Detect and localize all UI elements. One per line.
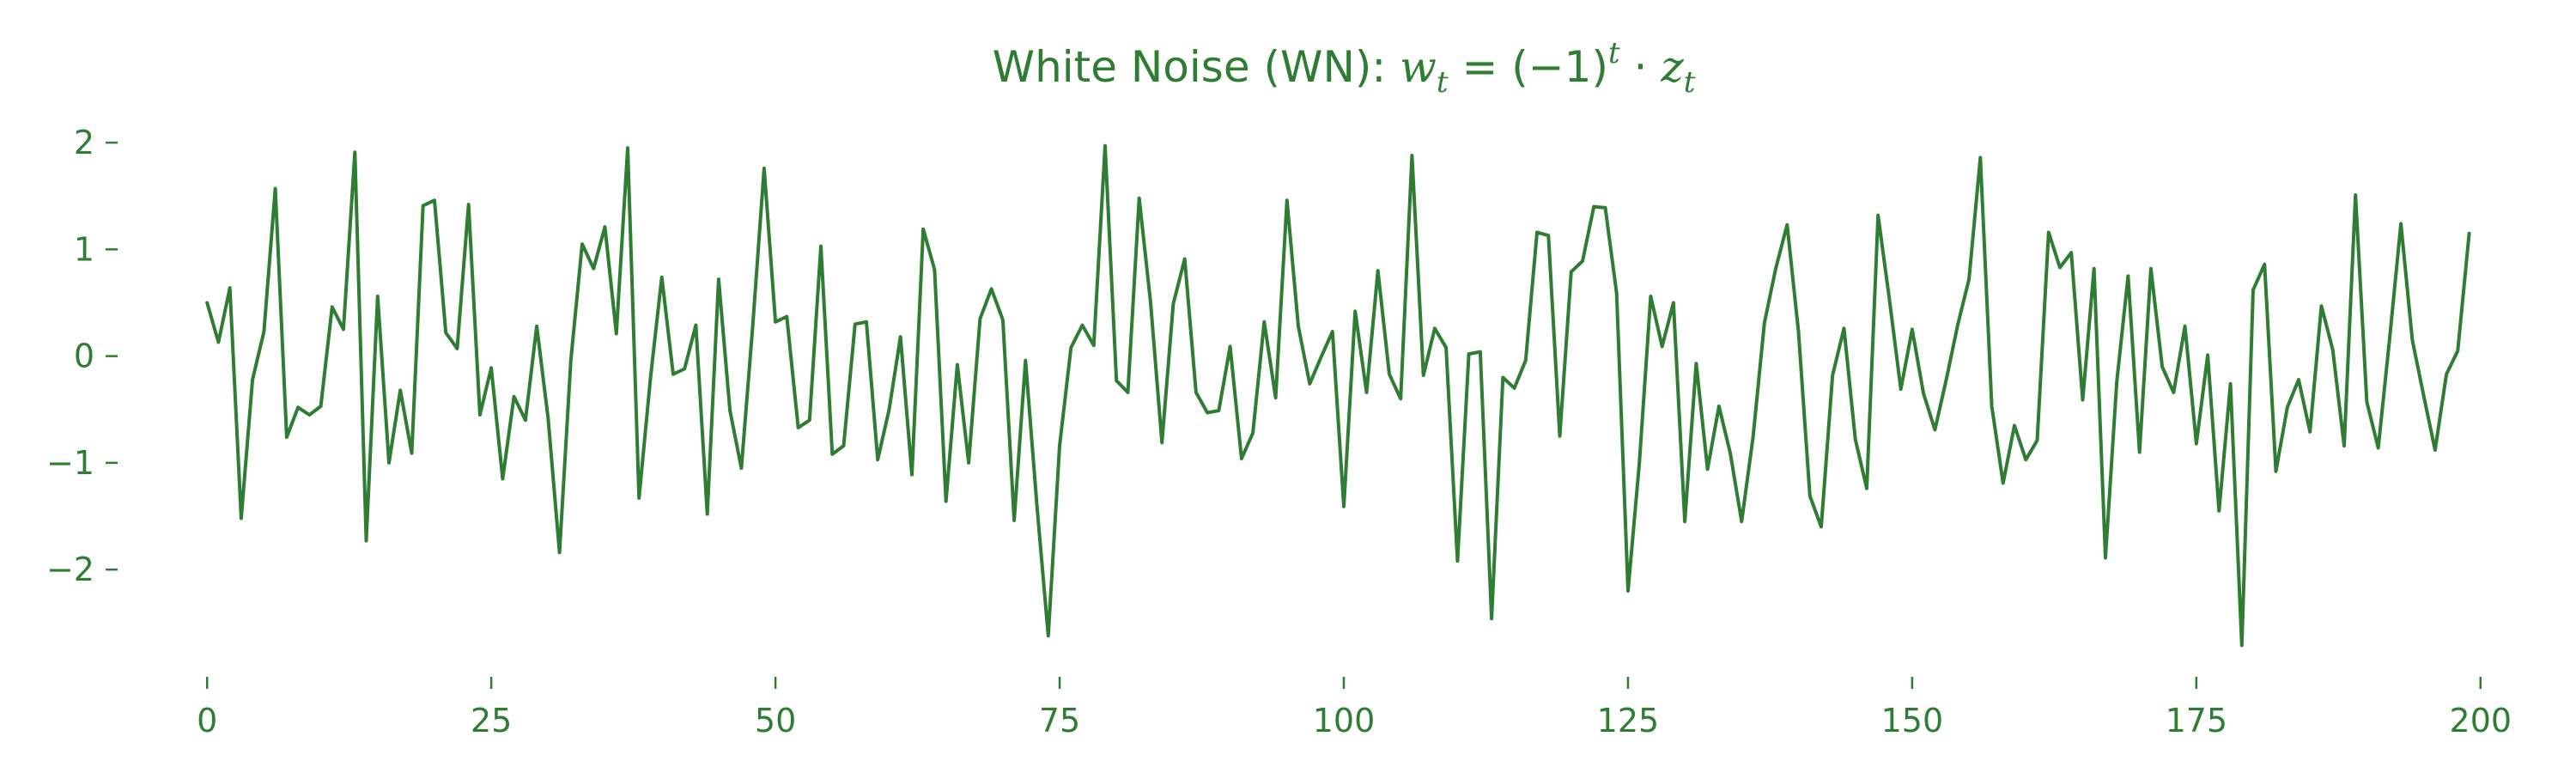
chart-title-w-subscript: t [1437,65,1449,100]
x-tick-label: 200 [2450,702,2512,740]
y-axis: 2 1 0 −1 −2 [46,124,118,588]
y-tick-label: −2 [46,551,94,588]
plot-area [205,143,2471,648]
x-tick-label: 75 [1039,702,1080,740]
y-tick-label: 0 [74,338,94,375]
chart-title-prefix: White Noise (WN): [993,42,1400,92]
y-tick-label: 2 [74,124,94,161]
y-tick-label: −1 [46,444,94,482]
x-tick-label: 0 [197,702,217,740]
y-tick-label: 1 [74,230,94,268]
chart-title-z-subscript: t [1684,65,1696,100]
x-tick-label: 50 [755,702,796,740]
chart-title-exponent: t [1608,36,1620,70]
series-line [205,143,2471,648]
x-tick-label: 25 [471,702,512,740]
x-tick-label: 150 [1881,702,1944,740]
chart-title-dot: · [1620,42,1662,92]
chart-title-w: w [1400,42,1437,92]
chart-title: White Noise (WN): wt = (−1)t · zt [993,36,1696,100]
x-tick-label: 125 [1597,702,1660,740]
chart-title-z: z [1660,42,1684,92]
chart-title-equals: = (−1) [1449,42,1608,92]
x-tick-label: 100 [1313,702,1376,740]
x-axis: 0 25 50 75 100 125 150 175 200 [197,677,2512,740]
x-tick-label: 175 [2166,702,2228,740]
